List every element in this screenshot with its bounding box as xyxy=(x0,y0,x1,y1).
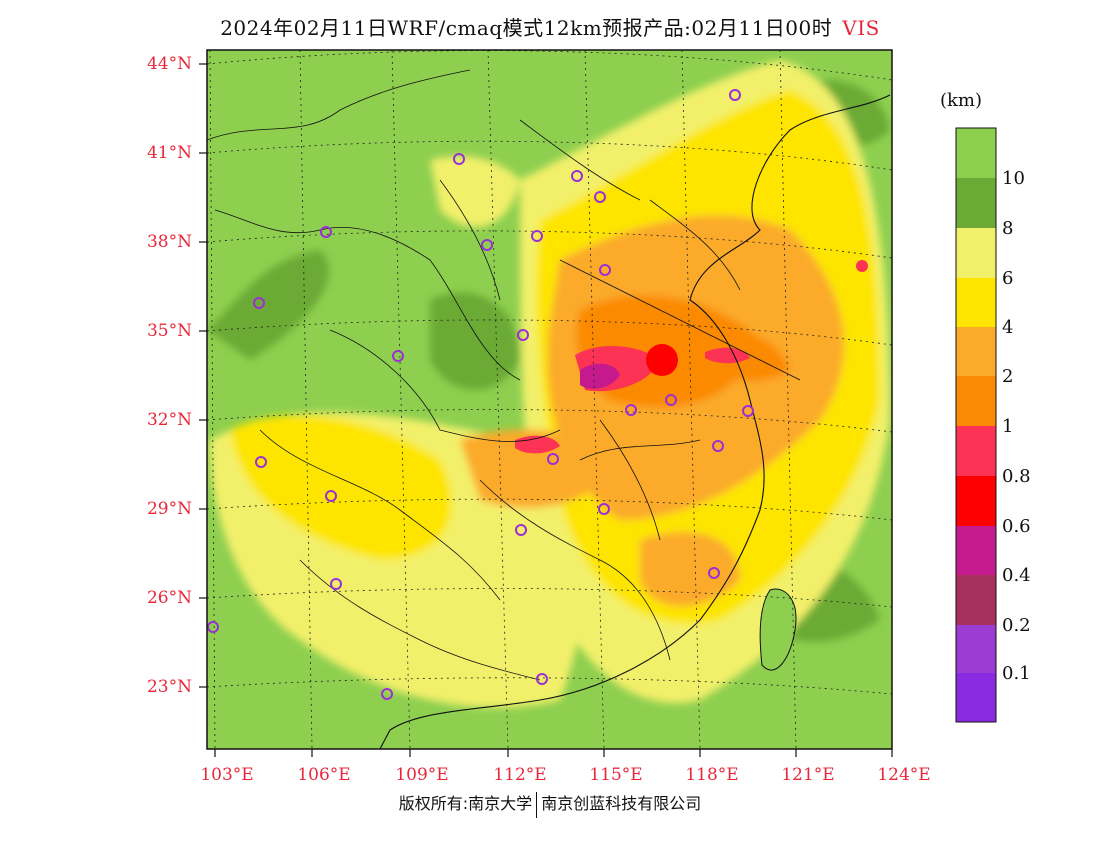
colorbar-label: 0.6 xyxy=(1002,516,1031,537)
city-station-circle-icon xyxy=(330,578,342,590)
city-station-circle-icon xyxy=(381,688,393,700)
lon-label: 106°E xyxy=(297,765,351,785)
field-patch xyxy=(856,260,868,272)
colorbar-label: 6 xyxy=(1002,268,1014,289)
city-station-circle-icon xyxy=(481,239,493,251)
city-station-circle-icon xyxy=(598,503,610,515)
city-station-circle-icon xyxy=(665,394,677,406)
lon-label: 115°E xyxy=(589,765,643,785)
colorbar-label: 4 xyxy=(1002,317,1014,338)
lat-label: 41°N xyxy=(146,143,192,163)
city-station-circle-icon xyxy=(708,567,720,579)
colorbar-label: 0.1 xyxy=(1002,663,1031,684)
city-station-circle-icon xyxy=(207,621,219,633)
colorbar-label: 1 xyxy=(1002,416,1014,437)
colorbar xyxy=(955,127,997,723)
field-patch xyxy=(580,363,620,389)
lat-label: 26°N xyxy=(146,588,192,608)
colorbar-swatch xyxy=(956,228,996,278)
colorbar-label: 0.8 xyxy=(1002,466,1031,487)
map-frame xyxy=(206,49,893,750)
city-station-circle-icon xyxy=(255,456,267,468)
colorbar-swatch xyxy=(956,526,996,575)
city-station-circle-icon xyxy=(453,153,465,165)
lon-label: 109°E xyxy=(395,765,449,785)
company-name: 南京创蓝科技有限公司 xyxy=(541,794,702,813)
visibility-field xyxy=(207,50,892,749)
lon-label: 112°E xyxy=(493,765,547,785)
lat-label: 38°N xyxy=(146,232,192,252)
lat-label: 23°N xyxy=(146,677,192,697)
city-station-circle-icon xyxy=(712,440,724,452)
lat-label: 29°N xyxy=(146,499,192,519)
coastline xyxy=(379,94,891,749)
colorbar-swatch xyxy=(956,278,996,327)
field-patch xyxy=(430,292,520,390)
province-borders xyxy=(207,69,801,681)
colorbar-swatch xyxy=(956,673,996,722)
colorbar-swatch xyxy=(956,327,996,376)
map-title: 2024年02月11日WRF/cmaq模式12km预报产品:02月11日00时 V… xyxy=(0,12,1100,41)
field-patch xyxy=(646,344,678,376)
city-station-circle-icon xyxy=(253,297,265,309)
city-station-circle-icon xyxy=(536,673,548,685)
city-stations xyxy=(207,89,754,700)
taiwan-island xyxy=(759,588,797,671)
copyright-footer: 版权所有:南京大学 南京创蓝科技有限公司 xyxy=(0,790,1100,818)
colorbar-swatch xyxy=(956,476,996,526)
colorbar-units: (km) xyxy=(940,90,983,111)
city-station-circle-icon xyxy=(599,264,611,276)
footer-separator xyxy=(536,791,538,818)
city-station-circle-icon xyxy=(517,329,529,341)
city-station-circle-icon xyxy=(742,405,754,417)
colorbar-label: 2 xyxy=(1002,366,1014,387)
field-patch xyxy=(640,532,740,607)
city-station-circle-icon xyxy=(320,226,332,238)
lat-label: 44°N xyxy=(146,54,192,74)
colorbar-swatch xyxy=(956,376,996,426)
copyright-text: 版权所有:南京大学 xyxy=(398,794,533,813)
colorbar-label: 8 xyxy=(1002,218,1014,239)
colorbar-frame xyxy=(955,127,997,723)
lat-label: 35°N xyxy=(146,321,192,341)
colorbar-label: 0.4 xyxy=(1002,565,1031,586)
field-patch xyxy=(230,415,452,560)
field-patch xyxy=(460,429,620,508)
colorbar-swatch xyxy=(956,178,996,228)
city-station-circle-icon xyxy=(531,230,543,242)
city-station-circle-icon xyxy=(571,170,583,182)
field-patch xyxy=(430,156,520,227)
lat-label: 32°N xyxy=(146,410,192,430)
lon-label: 118°E xyxy=(685,765,739,785)
city-station-circle-icon xyxy=(547,453,559,465)
axis-ticks xyxy=(199,63,893,757)
colorbar-label: 10 xyxy=(1002,168,1025,189)
colorbar-swatch xyxy=(956,575,996,625)
colorbar-swatch xyxy=(956,426,996,476)
city-station-circle-icon xyxy=(515,524,527,536)
colorbar-swatch xyxy=(956,128,996,178)
title-main: 2024年02月11日WRF/cmaq模式12km预报产品:02月11日00时 xyxy=(220,16,833,40)
lon-label: 124°E xyxy=(877,765,931,785)
field-patch xyxy=(705,347,750,364)
graticule xyxy=(207,50,892,749)
city-station-circle-icon xyxy=(392,350,404,362)
city-station-circle-icon xyxy=(729,89,741,101)
lon-label: 103°E xyxy=(200,765,254,785)
city-station-circle-icon xyxy=(625,404,637,416)
city-station-circle-icon xyxy=(594,191,606,203)
city-station-circle-icon xyxy=(325,490,337,502)
colorbar-swatch xyxy=(956,625,996,673)
colorbar-label: 0.2 xyxy=(1002,615,1031,636)
title-variable: VIS xyxy=(842,16,880,40)
field-patch xyxy=(207,250,330,360)
lon-label: 121°E xyxy=(781,765,835,785)
